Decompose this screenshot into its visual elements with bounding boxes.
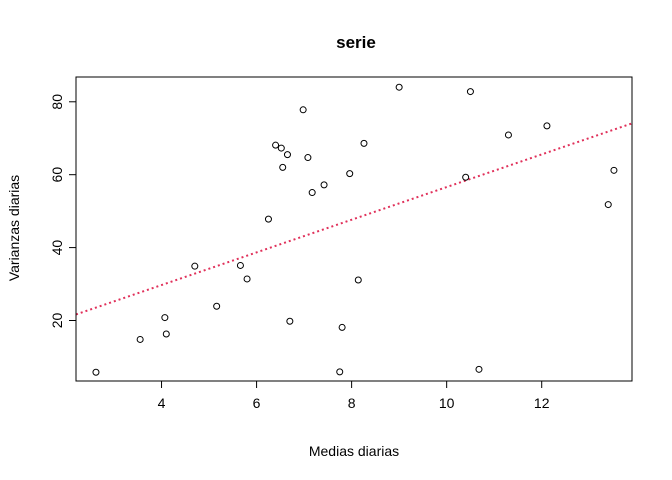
x-tick-label: 10 bbox=[439, 395, 455, 411]
data-point bbox=[162, 330, 170, 338]
data-point bbox=[136, 335, 144, 343]
data-point bbox=[236, 261, 244, 269]
data-point bbox=[395, 83, 403, 91]
y-tick-label: 60 bbox=[49, 167, 65, 183]
data-point bbox=[286, 317, 294, 325]
data-point bbox=[264, 215, 272, 223]
x-tick-label: 8 bbox=[348, 395, 356, 411]
chart-title: serie bbox=[336, 33, 376, 52]
trend-line bbox=[76, 122, 632, 316]
data-point bbox=[213, 302, 221, 310]
x-tick-label: 4 bbox=[158, 395, 166, 411]
data-point bbox=[161, 314, 169, 322]
y-tick-label: 40 bbox=[49, 240, 65, 256]
data-point bbox=[354, 276, 362, 284]
y-tick-label: 80 bbox=[49, 94, 65, 110]
data-point bbox=[360, 139, 368, 147]
data-point bbox=[320, 181, 328, 189]
data-point bbox=[338, 323, 346, 331]
data-point bbox=[299, 106, 307, 114]
data-point bbox=[304, 154, 312, 162]
data-point bbox=[277, 144, 285, 152]
data-point bbox=[610, 166, 618, 174]
y-axis-label: Varianzas diarias bbox=[6, 175, 22, 281]
data-point bbox=[346, 170, 354, 178]
data-point bbox=[191, 262, 199, 270]
data-point bbox=[504, 131, 512, 139]
data-point bbox=[543, 122, 551, 130]
data-point bbox=[272, 141, 280, 149]
x-tick-label: 12 bbox=[534, 395, 550, 411]
data-point bbox=[283, 151, 291, 159]
data-point bbox=[243, 275, 251, 283]
axes: 4 6 8 10 12 20 40 60 80 bbox=[49, 76, 633, 411]
data-point bbox=[462, 173, 470, 181]
data-point bbox=[604, 201, 612, 209]
data-point bbox=[308, 189, 316, 197]
data-point bbox=[279, 163, 287, 171]
data-point bbox=[475, 365, 483, 373]
y-tick-label: 20 bbox=[49, 312, 65, 328]
data-point bbox=[336, 368, 344, 376]
x-tick-label: 6 bbox=[253, 395, 261, 411]
plot-frame bbox=[75, 76, 633, 382]
data-point bbox=[92, 368, 100, 376]
data-point bbox=[466, 88, 474, 96]
plot-area bbox=[76, 83, 632, 376]
x-axis-label: Medias diarias bbox=[309, 443, 399, 459]
